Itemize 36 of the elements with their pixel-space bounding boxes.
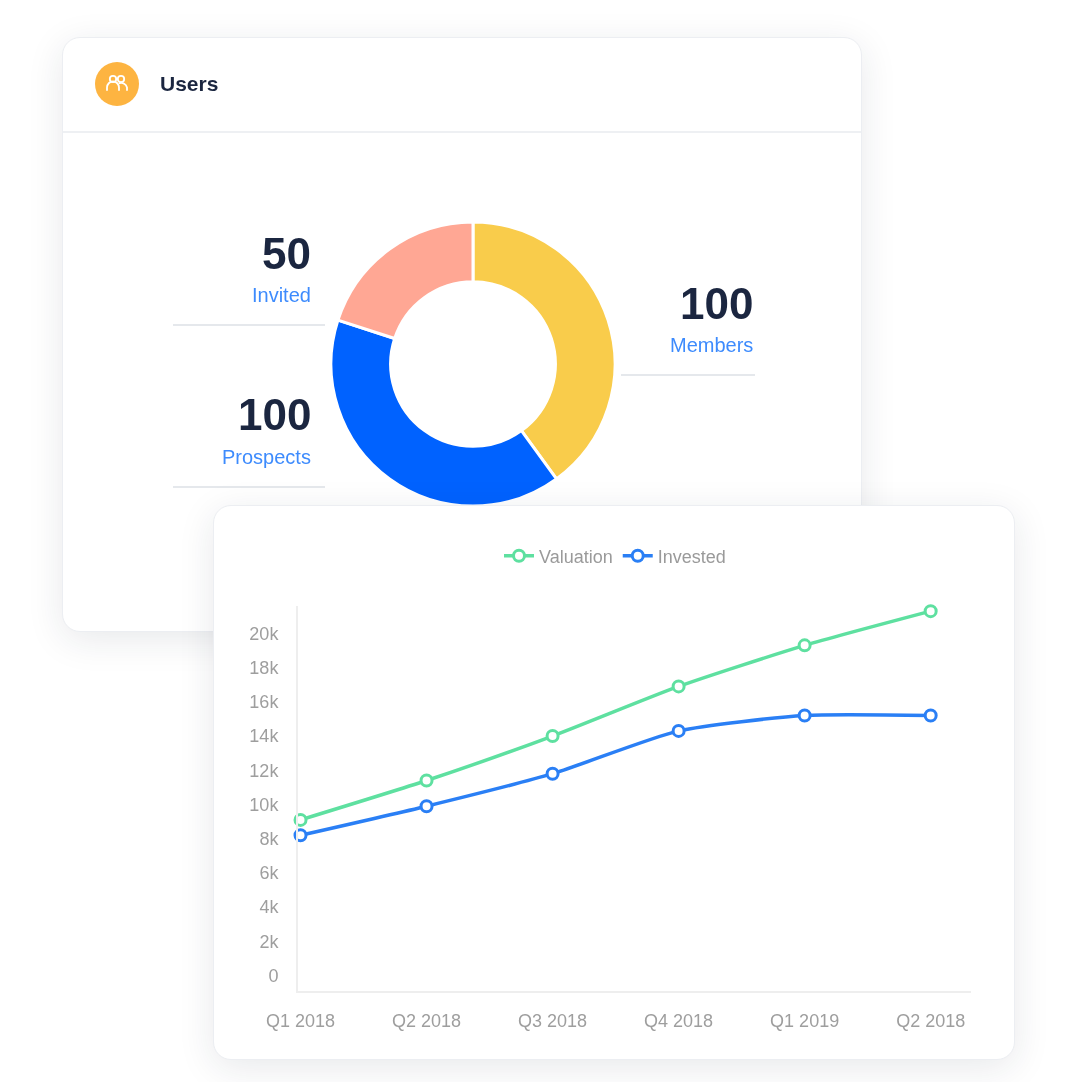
data-label: 50 — [262, 229, 311, 278]
point — [671, 723, 686, 738]
x-tick-label: Q1 2018 — [265, 1010, 336, 1031]
point — [923, 708, 938, 723]
point — [545, 729, 560, 744]
y-tick-label: 4k — [259, 897, 280, 918]
data-label: 100 — [238, 390, 312, 439]
x-tick-label: Q2 2018 — [896, 1010, 966, 1031]
x-tick-label: Q3 2018 — [518, 1010, 588, 1031]
x-tick-label: Q2 2018 — [392, 1010, 462, 1031]
y-tick-label: 0 — [268, 965, 279, 986]
legend-label: Valuation — [539, 546, 613, 567]
y-tick-label: 20k — [249, 623, 280, 644]
y-tick-label: 6k — [259, 863, 280, 884]
point — [545, 766, 560, 781]
y-tick-label: 18k — [249, 657, 280, 678]
y-tick-label: 16k — [249, 692, 280, 713]
point — [797, 638, 812, 653]
y-tick-label: 10k — [249, 794, 280, 815]
data-label: 100 — [680, 279, 754, 328]
point — [797, 708, 812, 723]
point — [419, 799, 434, 814]
x-tick-label: Q1 2019 — [770, 1010, 840, 1031]
slice-label: Invited — [252, 284, 311, 306]
slice-label: Members — [670, 334, 754, 356]
legend-label: Invested — [657, 546, 726, 567]
point — [671, 679, 686, 694]
point — [923, 604, 938, 619]
slice-label: Prospects — [222, 446, 311, 468]
chart-title: Users — [160, 72, 219, 96]
y-tick-label: 8k — [259, 829, 280, 850]
point — [419, 773, 434, 788]
y-tick-label: 14k — [249, 726, 280, 747]
x-tick-label: Q4 2018 — [644, 1010, 714, 1031]
y-tick-label: 2k — [259, 931, 280, 952]
y-tick-label: 12k — [249, 760, 280, 781]
